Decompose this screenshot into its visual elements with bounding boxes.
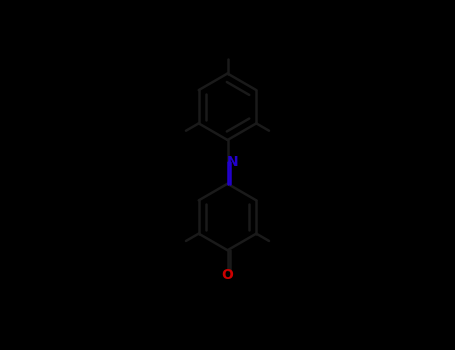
Text: O: O [222,268,233,282]
Text: N: N [227,155,238,169]
